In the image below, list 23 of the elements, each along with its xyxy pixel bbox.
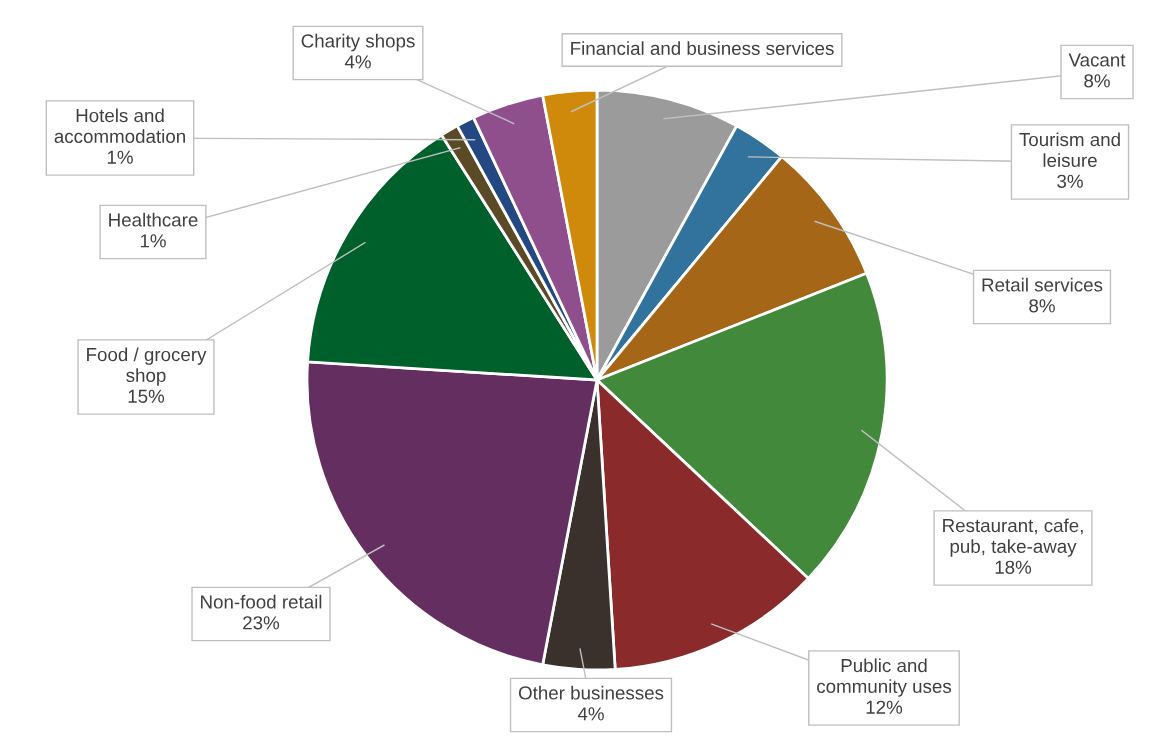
slice-label: Financial and business services [571,41,834,56]
data-label: 4% [344,55,371,69]
slice-label: Restaurant, cafe, pub, take-away [943,518,1083,557]
slice-label: Healthcare [109,212,198,227]
data-label: 1% [107,150,133,164]
data-label: 8% [1084,74,1110,88]
slice-label: Vacant [1068,53,1126,67]
data-label: 4% [577,707,604,721]
data-label: 8% [1029,299,1055,313]
slice-label: Charity shops [301,33,415,52]
slice-label: Non-food retail [201,594,322,609]
data-label: 1% [140,234,166,248]
slice-label: Other businesses [518,685,664,700]
data-label: 15% [128,389,165,403]
slice-label: Public and community uses [817,658,952,697]
slice-label: Food / grocery shop [87,347,207,386]
slice-label: Hotels and accommodation [54,108,185,144]
data-label: 18% [995,560,1032,574]
data-label: 3% [1057,174,1083,188]
data-label: 12% [866,700,903,714]
data-label: 23% [243,616,280,630]
slice-label: Tourism and leisure [1019,132,1120,168]
slice-label: Retail services [982,277,1103,292]
